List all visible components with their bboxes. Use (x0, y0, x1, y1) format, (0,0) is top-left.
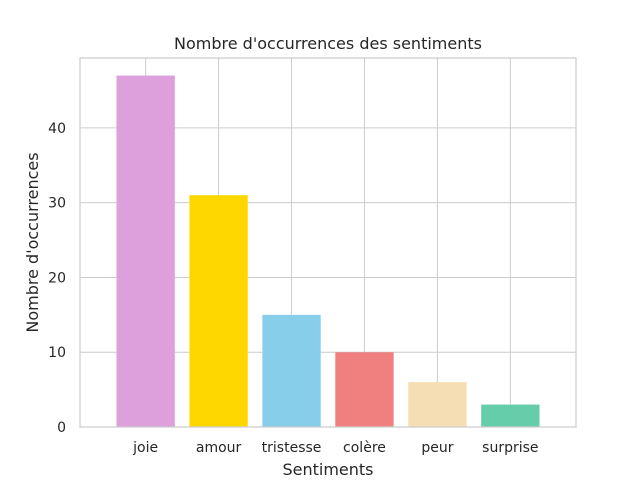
y-tick-label: 10 (48, 345, 66, 361)
bars (116, 75, 540, 428)
x-tick-label: colère (343, 440, 386, 456)
bar-surprise (481, 404, 540, 427)
x-tick-label: peur (421, 440, 453, 456)
y-tick-label: 0 (57, 420, 66, 436)
y-tick-label: 30 (48, 196, 66, 212)
x-tick-label: tristesse (262, 440, 322, 456)
plot-frame (79, 57, 577, 428)
bar-amour (189, 195, 248, 427)
y-tick-label: 40 (48, 121, 66, 137)
bar-colère (335, 352, 394, 427)
x-tick-label: joie (132, 440, 158, 456)
y-tick-label: 20 (48, 270, 66, 286)
bar-joie (116, 75, 175, 428)
tick-labels: 0 10 20 30 40 joie amour tristesse colère peur sur… (48, 121, 538, 456)
chart-title: Nombre d'occurrences des sentiments (174, 34, 482, 53)
bar-peur (408, 382, 467, 427)
x-axis-label: Sentiments (282, 460, 373, 479)
y-axis-label: Nombre d'occurrences (23, 152, 42, 332)
x-tick-label: amour (196, 440, 242, 456)
x-tick-label: surprise (482, 440, 538, 456)
bar-tristesse (262, 314, 321, 427)
